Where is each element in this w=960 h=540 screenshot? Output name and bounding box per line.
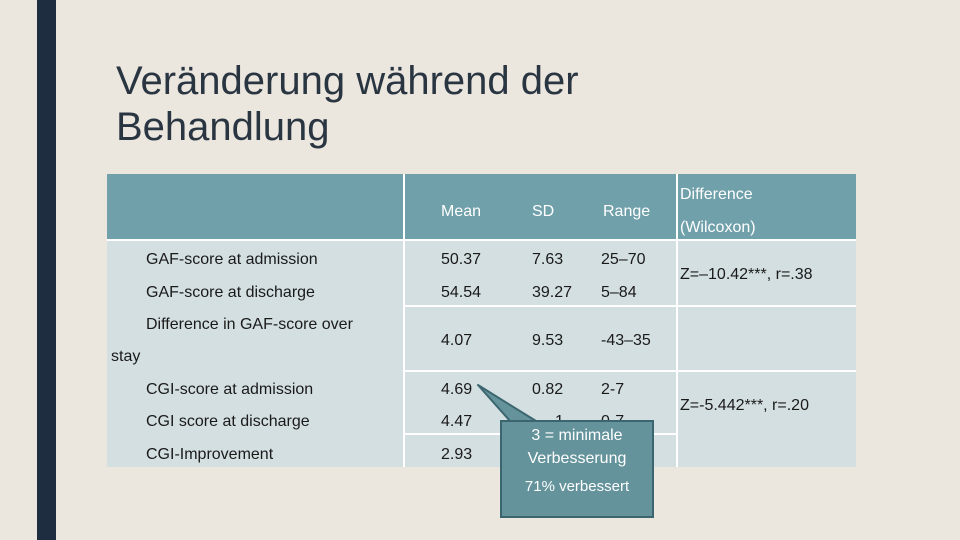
row-label: GAF-score at admission [146, 251, 318, 268]
cell-range: 5–84 [601, 284, 637, 301]
row-label: Difference in GAF-score over [146, 316, 353, 333]
grid-line [676, 174, 678, 467]
row-label: GAF-score at discharge [146, 284, 315, 301]
grid-line [403, 174, 405, 467]
cell-sd: 0.82 [532, 381, 564, 398]
grid-line [403, 370, 856, 372]
cell-sd: 7.63 [532, 251, 564, 268]
cell-mean: 4.07 [441, 332, 473, 349]
cell-mean: 4.69 [441, 381, 473, 398]
cell-range: 2-7 [601, 381, 625, 398]
cell-sd: 39.27 [532, 284, 573, 301]
cell-mean: 2.93 [441, 446, 473, 463]
slide-title: Veränderung während der Behandlung [116, 58, 816, 150]
title-line-1: Veränderung während der [116, 59, 579, 103]
wilcoxon-cgi: Z=-5.442***, r=.20 [680, 397, 809, 414]
row-label-continued: stay [111, 348, 141, 365]
header-range: Range [603, 203, 651, 220]
results-table: Mean SD Range Difference (Wilcoxon) GAF-… [107, 174, 856, 467]
row-label: CGI score at discharge [146, 413, 310, 430]
header-difference: Difference [680, 186, 753, 203]
header-wilcoxon: (Wilcoxon) [680, 219, 756, 236]
table-body [107, 240, 856, 467]
callout-line-1: 3 = minimale [531, 427, 623, 444]
callout-line-3: 71% verbessert [524, 478, 630, 495]
cell-sd: 9.53 [532, 332, 564, 349]
grid-line [107, 239, 856, 241]
header-sd: SD [532, 203, 555, 220]
row-label: CGI-Improvement [146, 446, 274, 463]
title-line-2: Behandlung [116, 105, 330, 149]
grid-line [403, 305, 856, 307]
side-accent-bar [37, 0, 56, 540]
cell-mean: 50.37 [441, 251, 482, 268]
cell-range: -43–35 [601, 332, 651, 349]
cell-range: 25–70 [601, 251, 646, 268]
cell-mean: 54.54 [441, 284, 482, 301]
row-label: CGI-score at admission [146, 381, 314, 398]
callout-line-2: Verbesserung [527, 450, 627, 467]
callout-box: 3 = minimale Verbesserung 71% verbessert [500, 420, 654, 518]
table-header [107, 174, 856, 240]
cell-mean: 4.47 [441, 413, 473, 430]
wilcoxon-gaf: Z=–10.42***, r=.38 [680, 266, 813, 283]
header-mean: Mean [441, 203, 482, 220]
